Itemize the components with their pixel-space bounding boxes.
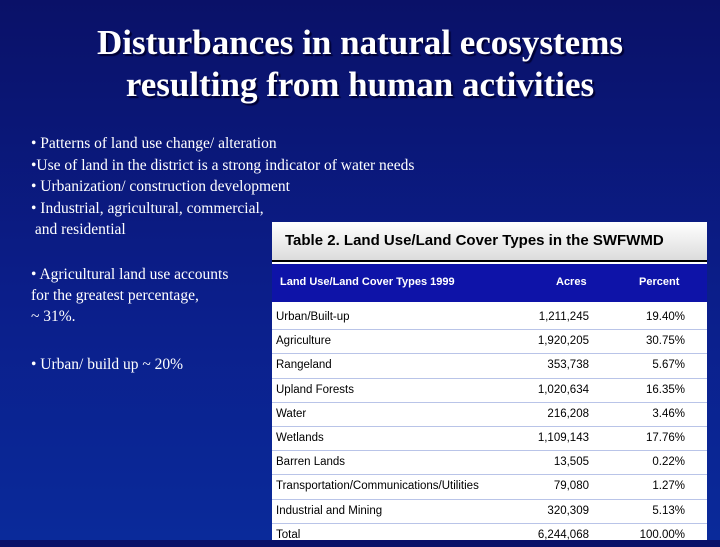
slide-title-line-2: resulting from human activities	[125, 65, 595, 104]
table-row: Agriculture 1,920,205 30.75%	[272, 330, 707, 355]
spacer	[31, 327, 271, 354]
cell-type: Agriculture	[276, 335, 331, 348]
cell-type: Rangeland	[276, 359, 332, 372]
cell-acres: 1,109,143	[537, 431, 589, 444]
table-row: Transportation/Communications/Utilities …	[272, 475, 707, 500]
header-acres: Acres	[556, 276, 587, 288]
bullet-list-left: • Agricultural land use accounts for the…	[31, 264, 271, 375]
table-row: Wetlands 1,109,143 17.76%	[272, 427, 707, 452]
cell-type: Urban/Built-up	[276, 311, 350, 323]
cell-acres: 1,020,634	[537, 383, 589, 396]
cell-percent: 30.75%	[645, 335, 685, 348]
bullet-agriculture-line-1: • Agricultural land use accounts	[31, 266, 229, 283]
bullet-item: • Industrial, agricultural, commercial,	[31, 199, 264, 217]
cell-type: Wetlands	[276, 431, 324, 444]
table-header-row: Land Use/Land Cover Types 1999 Acres Per…	[272, 264, 707, 302]
cell-percent: 100.00%	[639, 528, 685, 541]
cell-acres: 13,505	[553, 456, 589, 469]
cell-percent: 5.67%	[652, 359, 685, 372]
cell-type: Water	[276, 407, 307, 420]
bullet-item: • Patterns of land use change/ alteratio…	[31, 135, 277, 152]
cell-acres: 353,738	[547, 359, 589, 372]
table-row: Barren Lands 13,505 0.22%	[272, 451, 707, 476]
cell-acres: 79,080	[553, 480, 589, 493]
bullet-agriculture-line-3: ~ 31%.	[31, 308, 76, 325]
cell-acres: 320,309	[547, 504, 589, 517]
bullet-list-top: • Patterns of land use change/ alteratio…	[31, 133, 551, 241]
cell-acres: 216,208	[547, 407, 589, 420]
cell-acres: 6,244,068	[537, 528, 589, 541]
table-row: Upland Forests 1,020,634 16.35%	[272, 379, 707, 403]
cell-type: Barren Lands	[276, 456, 346, 469]
cell-type: Total	[276, 528, 301, 541]
bullet-item: • Urbanization/ construction development	[31, 178, 290, 195]
bullet-item: •Use of land in the district is a strong…	[31, 156, 415, 174]
table-body: Urban/Built-up 1,211,245 19.40% Agricult…	[272, 306, 707, 547]
cell-acres: 1,211,245	[538, 311, 589, 323]
slide-title: Disturbances in natural ecosystems resul…	[0, 22, 720, 106]
cell-type: Industrial and Mining	[276, 504, 383, 517]
cell-percent: 19.40%	[645, 311, 685, 323]
cell-type: Upland Forests	[276, 383, 354, 396]
header-percent: Percent	[639, 276, 680, 288]
table-row: Industrial and Mining 320,309 5.13%	[272, 500, 707, 524]
table-title: Table 2. Land Use/Land Cover Types in th…	[272, 222, 707, 262]
cell-acres: 1,920,205	[537, 335, 589, 348]
slide-title-line-1: Disturbances in natural ecosystems	[97, 23, 623, 62]
cell-percent: 5.13%	[652, 504, 685, 517]
table-row-total: Total 6,244,068 100.00%	[272, 524, 707, 547]
cell-type: Transportation/Communications/Utilities	[276, 480, 479, 493]
table-row: Urban/Built-up 1,211,245 19.40%	[272, 306, 707, 331]
cell-percent: 16.35%	[645, 383, 685, 396]
table-row: Rangeland 353,738 5.67%	[272, 354, 707, 379]
bullet-item-continuation: and residential	[31, 221, 126, 238]
cell-percent: 1.27%	[652, 480, 685, 493]
header-type: Land Use/Land Cover Types 1999	[280, 276, 455, 288]
cell-percent: 0.22%	[652, 456, 685, 469]
land-use-table: Table 2. Land Use/Land Cover Types in th…	[272, 222, 707, 541]
bullet-urban: • Urban/ build up ~ 20%	[31, 356, 184, 373]
table-row: Water 216,208 3.46%	[272, 403, 707, 427]
cell-percent: 3.46%	[652, 407, 685, 420]
bullet-agriculture-line-2: for the greatest percentage,	[31, 287, 199, 304]
cell-percent: 17.76%	[645, 431, 685, 444]
